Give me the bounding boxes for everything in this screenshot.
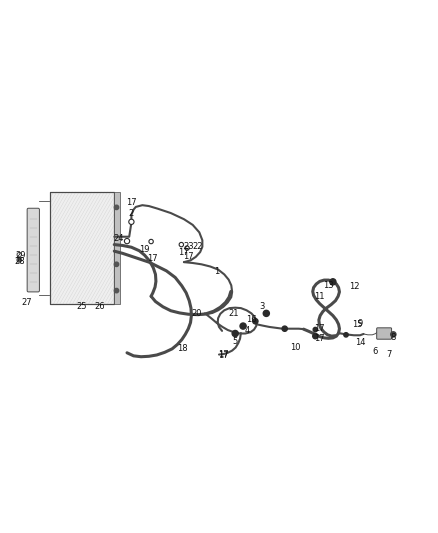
Circle shape — [179, 243, 184, 247]
Text: 12: 12 — [349, 282, 359, 290]
Text: 13: 13 — [323, 281, 333, 290]
Circle shape — [124, 238, 130, 244]
Circle shape — [330, 279, 336, 285]
Text: 7: 7 — [386, 351, 392, 359]
Circle shape — [114, 205, 119, 209]
Text: 9: 9 — [358, 319, 363, 328]
Text: 17: 17 — [314, 324, 325, 333]
Text: 8: 8 — [391, 334, 396, 342]
Text: 4: 4 — [244, 326, 250, 335]
Circle shape — [114, 288, 119, 293]
Text: 15: 15 — [352, 320, 362, 329]
Circle shape — [253, 319, 258, 324]
Text: 19: 19 — [139, 245, 150, 254]
Text: 26: 26 — [95, 302, 105, 311]
Text: 16: 16 — [247, 316, 257, 325]
Text: 17: 17 — [183, 252, 194, 261]
Circle shape — [263, 310, 269, 317]
FancyBboxPatch shape — [27, 208, 39, 292]
Text: 5: 5 — [233, 337, 238, 346]
Circle shape — [313, 327, 318, 332]
Text: 1: 1 — [214, 267, 219, 276]
Circle shape — [240, 323, 246, 329]
Text: 14: 14 — [355, 338, 365, 347]
Text: 28: 28 — [15, 257, 25, 266]
Text: 10: 10 — [290, 343, 300, 352]
Text: 17: 17 — [147, 254, 157, 263]
Circle shape — [17, 253, 21, 257]
Text: 23: 23 — [183, 243, 194, 251]
Circle shape — [17, 258, 21, 262]
Text: 17: 17 — [218, 351, 228, 359]
Text: 6: 6 — [372, 348, 378, 357]
Bar — [50, 192, 114, 304]
Text: 21: 21 — [229, 309, 239, 318]
Text: 17: 17 — [126, 198, 136, 207]
Text: 17: 17 — [218, 351, 228, 360]
Circle shape — [129, 219, 134, 224]
Circle shape — [185, 246, 189, 251]
Text: 17: 17 — [314, 334, 325, 343]
Bar — [50, 192, 114, 304]
Text: 11: 11 — [314, 292, 325, 301]
Text: 2: 2 — [128, 208, 134, 217]
Text: 3: 3 — [259, 302, 265, 311]
Circle shape — [149, 239, 153, 244]
Text: 27: 27 — [22, 298, 32, 307]
Circle shape — [313, 334, 318, 339]
Circle shape — [114, 262, 119, 266]
Text: 29: 29 — [15, 251, 25, 260]
Circle shape — [344, 333, 348, 337]
Bar — [114, 192, 120, 304]
Text: 25: 25 — [77, 302, 87, 311]
Text: 17: 17 — [178, 247, 188, 256]
Text: 24: 24 — [114, 235, 124, 244]
FancyBboxPatch shape — [377, 328, 392, 339]
Circle shape — [282, 326, 287, 332]
Text: 20: 20 — [192, 309, 202, 318]
Circle shape — [391, 332, 396, 337]
Text: 22: 22 — [192, 243, 203, 251]
Text: 18: 18 — [177, 344, 187, 353]
Circle shape — [232, 330, 238, 336]
